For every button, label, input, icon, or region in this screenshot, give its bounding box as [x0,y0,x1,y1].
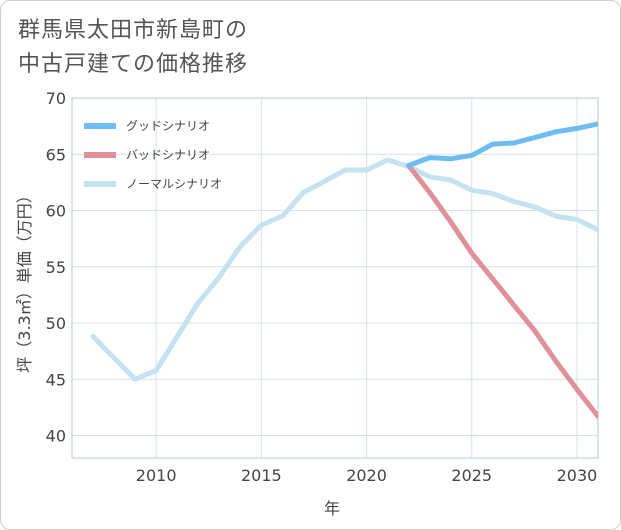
x-tick-label: 2020 [346,466,387,485]
y-axis-label: 坪（3.3㎡）単価（万円） [15,187,34,372]
x-tick-label: 2030 [557,466,598,485]
series-line-1 [406,163,598,419]
x-tick-label: 2025 [451,466,492,485]
x-tick-label: 2010 [136,466,177,485]
y-tick-label: 50 [46,314,66,333]
series-lines [90,121,598,419]
chart-title: 群馬県太田市新島町の 中古戸建ての価格推移 [18,14,578,82]
y-tick-label: 60 [46,202,66,221]
y-tick-label: 40 [46,427,66,446]
y-tick-label: 55 [46,258,66,277]
chart-title-line-1: 群馬県太田市新島町の [18,18,249,43]
y-axis-ticks: 40 45 50 55 60 65 70 [46,89,66,446]
chart-title-line-2: 中古戸建ての価格推移 [18,52,249,77]
series-line-2 [90,157,598,382]
y-tick-label: 70 [46,89,66,108]
x-axis-label: 年 [324,499,340,518]
x-axis-ticks: 2010 2015 2020 2025 2030 [136,466,598,485]
legend-label: バッドシナリオ [126,148,210,162]
series-line-0 [406,121,598,168]
legend-label: ノーマルシナリオ [126,177,222,191]
legend-label: グッドシナリオ [126,119,210,133]
x-tick-label: 2015 [241,466,282,485]
plot-area-border [71,97,599,459]
y-tick-label: 65 [46,145,66,164]
y-tick-label: 45 [46,370,66,389]
